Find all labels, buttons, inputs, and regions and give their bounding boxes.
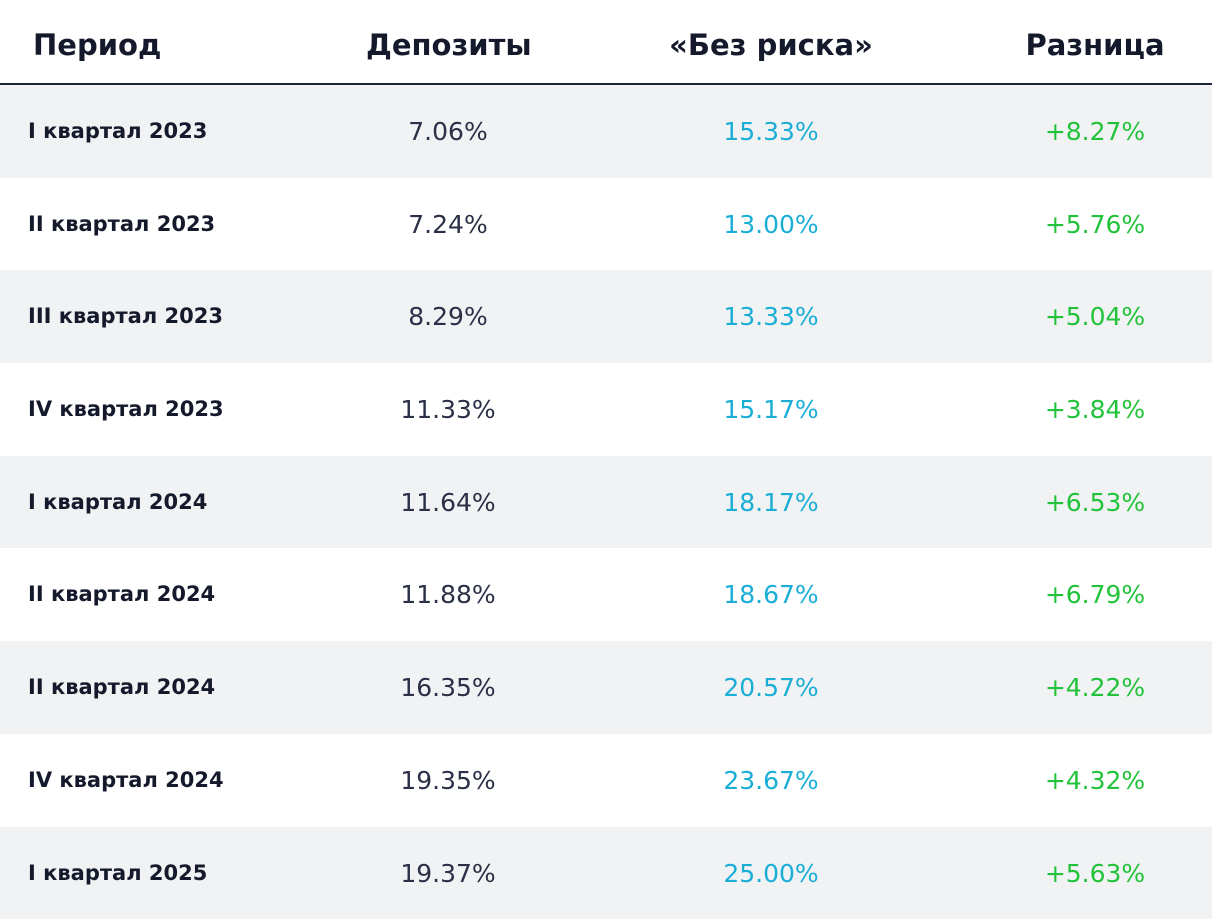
table-row: IV квартал 2023 11.33% 15.17% +3.84%: [0, 363, 1212, 456]
table-row: II квартал 2023 7.24% 13.00% +5.76%: [0, 177, 1212, 271]
row-no-risk: 20.57%: [723, 673, 819, 703]
row-deposits: 8.29%: [408, 302, 488, 332]
row-period: I квартал 2023: [28, 119, 208, 143]
table-row: IV квартал 2024 19.35% 23.67% +4.32%: [0, 733, 1212, 827]
row-period: II квартал 2023: [28, 211, 216, 236]
table-row: III квартал 2023 8.29% 13.33% +5.04%: [0, 270, 1212, 364]
row-deposits: 16.35%: [400, 673, 496, 703]
row-deposits: 11.88%: [400, 580, 496, 610]
row-period: I квартал 2024: [28, 489, 208, 514]
row-no-risk: 18.67%: [723, 580, 819, 610]
table-row: I квартал 2023 7.06% 15.33% +8.27%: [0, 85, 1212, 178]
row-difference: +3.84%: [1044, 395, 1146, 425]
row-difference: +4.32%: [1044, 765, 1146, 795]
header-period: Период: [33, 28, 162, 62]
row-period: III квартал 2023: [28, 304, 223, 329]
row-period: II квартал 2024: [28, 582, 216, 607]
row-deposits: 19.35%: [400, 765, 496, 795]
row-no-risk: 18.17%: [723, 487, 819, 517]
table-row: I квартал 2025 19.37% 25.00% +5.63%: [0, 826, 1212, 920]
row-no-risk: 13.00%: [723, 209, 819, 239]
row-deposits: 19.37%: [400, 858, 496, 888]
row-no-risk: 15.17%: [723, 395, 819, 425]
row-no-risk: 23.67%: [723, 765, 819, 795]
row-difference: +5.04%: [1044, 302, 1146, 332]
header-difference: Разница: [1025, 28, 1165, 62]
table-row: I квартал 2024 11.64% 18.17% +6.53%: [0, 455, 1212, 549]
row-deposits: 7.06%: [408, 117, 488, 146]
header-no-risk: «Без риска»: [669, 28, 873, 62]
row-deposits: 11.33%: [400, 395, 496, 425]
row-deposits: 11.64%: [400, 487, 496, 517]
row-difference: +5.63%: [1044, 858, 1146, 888]
table-row: II квартал 2024 16.35% 20.57% +4.22%: [0, 641, 1212, 734]
row-no-risk: 13.33%: [723, 302, 819, 332]
table-row: II квартал 2024 11.88% 18.67% +6.79%: [0, 548, 1212, 642]
row-period: IV квартал 2023: [28, 397, 224, 422]
row-deposits: 7.24%: [408, 209, 488, 239]
row-period: I квартал 2025: [28, 860, 208, 885]
table-header: Период Депозиты «Без риска» Разница: [0, 0, 1212, 85]
row-period: IV квартал 2024: [28, 767, 224, 792]
row-difference: +6.79%: [1044, 580, 1146, 610]
row-difference: +6.53%: [1044, 487, 1146, 517]
row-period: II квартал 2024: [28, 675, 216, 700]
row-difference: +8.27%: [1044, 117, 1146, 146]
row-no-risk: 25.00%: [723, 858, 819, 888]
header-deposits: Депозиты: [366, 28, 532, 62]
row-difference: +5.76%: [1044, 209, 1146, 239]
row-difference: +4.22%: [1044, 673, 1146, 703]
row-no-risk: 15.33%: [723, 117, 819, 146]
